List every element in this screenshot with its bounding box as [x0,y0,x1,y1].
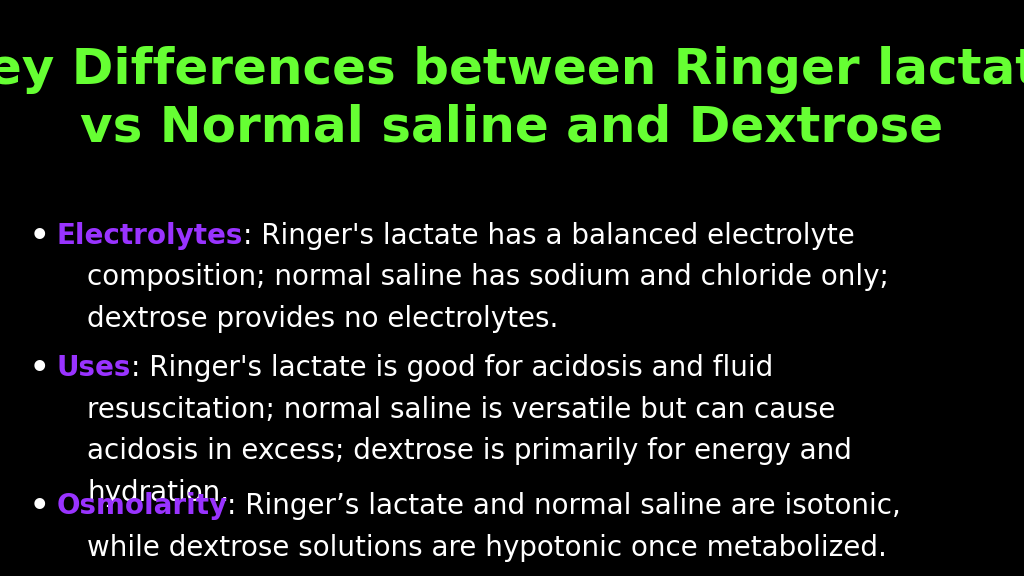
Text: : Ringer's lactate is good for acidosis and fluid: : Ringer's lactate is good for acidosis … [131,354,773,382]
Text: Osmolarity: Osmolarity [56,492,227,521]
Text: •: • [29,354,49,383]
Text: dextrose provides no electrolytes.: dextrose provides no electrolytes. [87,305,558,333]
Text: Uses: Uses [56,354,131,382]
Text: •: • [29,492,49,521]
Text: Electrolytes: Electrolytes [56,222,243,250]
Text: hydration.: hydration. [87,479,229,507]
Text: resuscitation; normal saline is versatile but can cause: resuscitation; normal saline is versatil… [87,396,836,424]
Text: : Ringer’s lactate and normal saline are isotonic,: : Ringer’s lactate and normal saline are… [227,492,901,521]
Text: while dextrose solutions are hypotonic once metabolized.: while dextrose solutions are hypotonic o… [87,534,887,562]
Text: : Ringer's lactate has a balanced electrolyte: : Ringer's lactate has a balanced electr… [243,222,854,250]
Text: •: • [29,222,49,251]
Text: acidosis in excess; dextrose is primarily for energy and: acidosis in excess; dextrose is primaril… [87,437,852,465]
Text: composition; normal saline has sodium and chloride only;: composition; normal saline has sodium an… [87,263,889,291]
Text: Key Differences between Ringer lactate
vs Normal saline and Dextrose: Key Differences between Ringer lactate v… [0,46,1024,151]
